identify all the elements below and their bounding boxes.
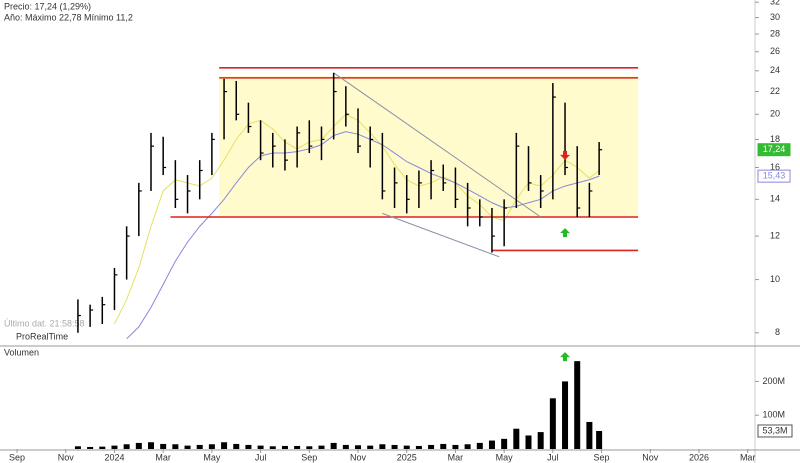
volume-bar (391, 444, 398, 449)
volume-bar (440, 443, 447, 449)
y-tick-label: 200M (762, 376, 785, 386)
volume-bar (513, 428, 520, 449)
x-tick-label: Mar (448, 452, 464, 462)
y-tick-label: 14 (770, 194, 780, 204)
volume-bar (464, 444, 471, 449)
volume-bar (269, 446, 276, 449)
volume-bar (596, 430, 603, 449)
volume-bar (257, 445, 264, 449)
volume-bar (294, 445, 301, 449)
y-tick-label: 20 (770, 109, 780, 119)
volume-bar (318, 445, 325, 449)
price-tag-fill (758, 143, 790, 156)
volume-bar (355, 445, 362, 449)
volume-bar (74, 446, 81, 449)
volume-bar (160, 443, 167, 449)
price-header: Precio: 17,24 (1,29%) (4, 1, 91, 11)
volume-tag (757, 424, 793, 438)
volume-bar (330, 442, 337, 449)
volume-title: Volumen (4, 347, 39, 357)
volume-bar (208, 444, 215, 449)
volume-bar (221, 442, 228, 449)
x-tick-label: Mar (740, 452, 756, 462)
y-tick-label: 18 (770, 134, 780, 144)
x-tick-label: 2026 (689, 452, 709, 462)
volume-bar (99, 446, 106, 449)
footer-time: Último dat. 21:58:58 (4, 318, 85, 328)
volume-bar (537, 432, 544, 449)
y-tick-label: 26 (770, 46, 780, 56)
y-tick-label: 10 (770, 274, 780, 284)
x-tick-label: Nov (642, 452, 659, 462)
volume-bar (562, 381, 569, 449)
x-tick-label: May (496, 452, 514, 462)
x-tick-label: Sep (9, 452, 25, 462)
x-tick-label: Jul (255, 452, 267, 462)
volume-bar (245, 444, 252, 449)
volume-bar (403, 445, 410, 449)
volume-bar (549, 398, 556, 449)
volume-bar (501, 438, 508, 449)
zone (219, 75, 639, 218)
arrow (560, 352, 571, 362)
x-tick-label: Mar (155, 452, 171, 462)
arrow (560, 228, 571, 238)
volume-bar (452, 444, 459, 449)
price-tag-label: 17,24 (763, 144, 786, 154)
trend-line (382, 212, 500, 258)
x-tick-label: Sep (594, 452, 610, 462)
volume-bar (488, 440, 495, 449)
x-tick-label: Nov (58, 452, 75, 462)
volume-bar (586, 421, 593, 449)
volume-bar (135, 442, 142, 449)
x-tick-label: Jul (547, 452, 559, 462)
brand: ProRealTime (16, 331, 68, 341)
x-tick-label: 2025 (397, 452, 417, 462)
trend-line (333, 72, 541, 218)
volume-bar (476, 442, 483, 449)
y-tick-label: 100M (762, 410, 785, 420)
volume-bar (148, 442, 154, 449)
price-tag-label: 15,43 (763, 171, 786, 181)
y-tick-label: 28 (770, 28, 780, 38)
volume-bar (196, 444, 203, 449)
y-tick-label: 24 (770, 65, 780, 75)
x-tick-label: May (203, 452, 221, 462)
volume-tag-label: 53,3M (762, 425, 787, 435)
x-tick-label: Sep (301, 452, 317, 462)
y-tick-label: 22 (770, 86, 780, 96)
volume-bar (123, 444, 130, 449)
volume-bar (525, 435, 532, 449)
volume-bar (415, 445, 422, 449)
volume-bar (87, 446, 94, 449)
volume-bar (379, 444, 386, 449)
arrow (560, 150, 571, 160)
volume-bar (367, 445, 374, 449)
volume-bar (306, 446, 313, 449)
volume-bar (428, 444, 435, 449)
y-tick-label: 32 (770, 0, 780, 7)
volume-bar (281, 445, 288, 449)
volume-bar (574, 361, 581, 449)
y-tick-label: 16 (770, 162, 780, 172)
price-tag (757, 169, 791, 183)
volume-bar (111, 445, 118, 449)
year-header: Año: Máximo 22,78 Mínimo 11,2 (4, 12, 133, 22)
x-tick-label: Nov (350, 452, 367, 462)
volume-bar (172, 444, 179, 449)
x-tick-label: 2024 (104, 452, 124, 462)
volume-bar (233, 443, 240, 449)
y-tick-label: 30 (770, 12, 780, 22)
y-tick-label: 8 (775, 327, 780, 337)
y-tick-label: 12 (770, 230, 780, 240)
volume-bar (184, 445, 191, 449)
volume-bar (342, 444, 349, 449)
